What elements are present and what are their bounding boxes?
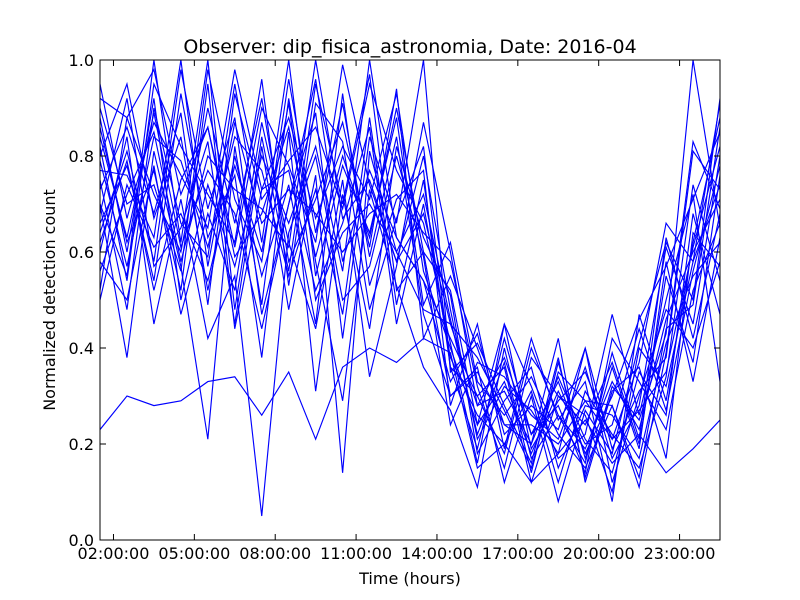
- y-tick-label: 0.4: [69, 339, 94, 358]
- x-tick-label: 02:00:00: [78, 544, 150, 563]
- series-line-23: [100, 117, 720, 465]
- series-line-14: [100, 136, 720, 517]
- series-line-22: [100, 107, 720, 456]
- ticks-layer: 02:00:00 05:00:00 08:00:00 11:00:00 14:00:00…: [69, 51, 720, 563]
- series-layer: [100, 60, 720, 517]
- x-axis-label: Time (hours): [358, 569, 461, 588]
- series-line-1: [100, 337, 720, 484]
- y-tick-label: 0.8: [69, 147, 94, 166]
- y-tick-label: 1.0: [69, 51, 94, 70]
- plot-frame: [99, 59, 721, 541]
- y-tick-label: 0.6: [69, 243, 94, 262]
- series-line-21: [100, 79, 720, 451]
- series-line-24: [100, 103, 720, 470]
- x-tick-label: 17:00:00: [482, 544, 554, 563]
- chart-title: Observer: dip_fisica_astronomia, Date: 2…: [183, 36, 636, 58]
- series-line-12: [100, 98, 720, 490]
- series-line-18: [100, 69, 720, 480]
- series-line-2: [100, 64, 720, 456]
- y-tick-label: 0.0: [69, 531, 94, 550]
- x-tick-label: 20:00:00: [563, 544, 635, 563]
- series-line-20: [100, 81, 720, 464]
- x-tick-label: 05:00:00: [158, 544, 230, 563]
- x-tick-label: 08:00:00: [239, 544, 311, 563]
- y-axis-label: Normalized detection count: [40, 189, 59, 411]
- x-tick-label: 14:00:00: [401, 544, 473, 563]
- series-line-19: [100, 122, 720, 483]
- x-tick-label: 11:00:00: [320, 544, 392, 563]
- y-tick-label: 0.2: [69, 435, 94, 454]
- x-tick-label: 23:00:00: [644, 544, 716, 563]
